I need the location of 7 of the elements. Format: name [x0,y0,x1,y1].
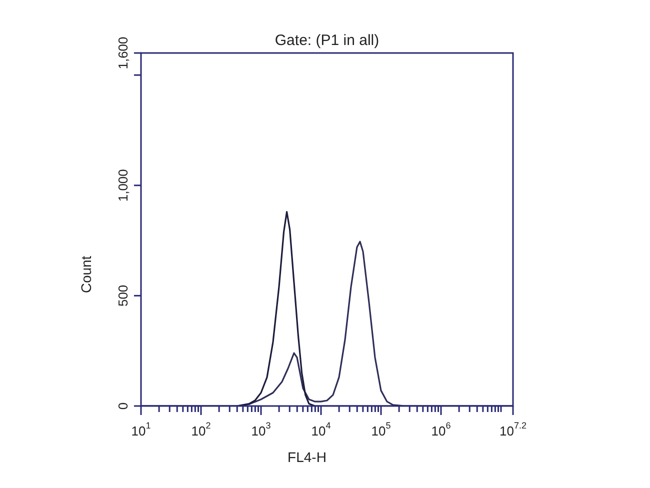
chart-title: Gate: (P1 in all) [274,32,380,49]
y-axis-title: Count [78,256,94,294]
y-tick-label: 1,000 [116,169,131,202]
x-axis-title: FL4-H [288,449,326,465]
y-tick-label: 500 [116,284,131,307]
y-tick-label: 0 [116,402,131,410]
y-tick-label: 1,600 [116,36,131,70]
